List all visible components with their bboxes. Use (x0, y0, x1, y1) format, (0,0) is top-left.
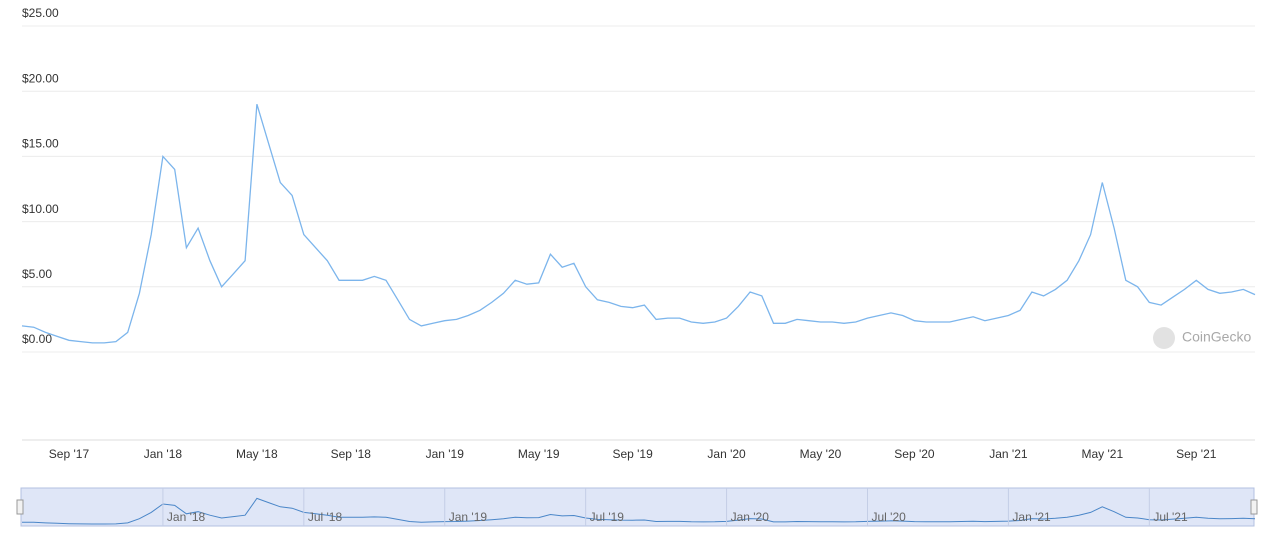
navigator-label: Jul '19 (590, 510, 625, 524)
watermark: CoinGecko (1153, 327, 1251, 349)
x-tick-label: Sep '17 (49, 447, 90, 461)
x-tick-label: May '21 (1082, 447, 1124, 461)
price-line (21, 104, 1256, 344)
y-tick-label: $5.00 (22, 267, 52, 281)
x-tick-label: Sep '21 (1176, 447, 1217, 461)
navigator-label: Jan '20 (731, 510, 770, 524)
watermark-text: CoinGecko (1182, 329, 1251, 345)
navigator-label: Jan '19 (449, 510, 488, 524)
x-tick-label: May '19 (518, 447, 560, 461)
x-tick-label: Sep '20 (894, 447, 935, 461)
y-tick-label: $25.00 (22, 6, 59, 20)
x-tick-label: Jan '18 (144, 447, 183, 461)
navigator-handle-right[interactable] (1250, 499, 1258, 515)
x-tick-label: Jan '20 (707, 447, 746, 461)
x-tick-label: Jan '21 (989, 447, 1028, 461)
y-tick-label: $20.00 (22, 71, 59, 85)
x-tick-label: May '20 (800, 447, 842, 461)
navigator-handle-left[interactable] (16, 499, 24, 515)
x-tick-label: Sep '18 (331, 447, 372, 461)
x-tick-label: May '18 (236, 447, 278, 461)
y-tick-label: $0.00 (22, 332, 52, 346)
navigator-label: Jan '18 (167, 510, 206, 524)
x-tick-label: Jan '19 (426, 447, 465, 461)
navigator-label: Jul '20 (871, 510, 906, 524)
y-tick-label: $15.00 (22, 137, 59, 151)
watermark-logo (1153, 327, 1175, 349)
navigator-label: Jan '21 (1012, 510, 1051, 524)
navigator-label: Jul '21 (1153, 510, 1188, 524)
x-tick-label: Sep '19 (612, 447, 653, 461)
y-tick-label: $10.00 (22, 202, 59, 216)
navigator-label: Jul '18 (308, 510, 343, 524)
navigator-line (21, 497, 1256, 525)
